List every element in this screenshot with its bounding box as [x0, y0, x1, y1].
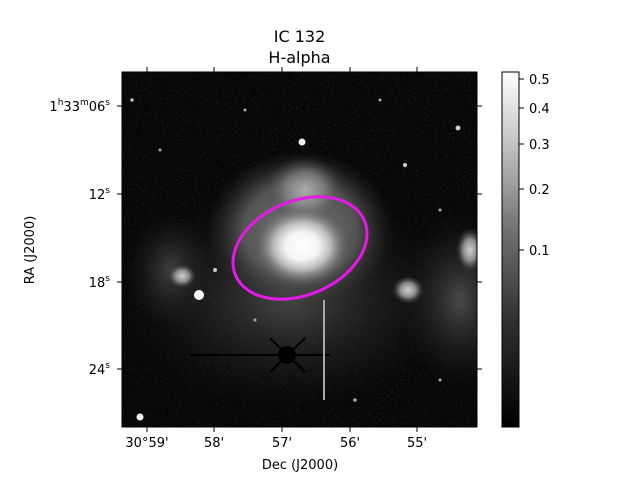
x-tick-label: 57': [272, 436, 292, 451]
colorbar-tick-label: 0.5: [529, 73, 550, 88]
y-tick-label: 1h33m06s: [49, 98, 110, 115]
image-title: IC 132: [273, 27, 326, 46]
x-tick-label: 55': [407, 436, 427, 451]
colorbar-tick-label: 0.1: [529, 244, 550, 259]
y-axis-label: RA (J2000): [23, 216, 38, 285]
colorbar: [501, 71, 524, 428]
y-axis: [117, 105, 482, 370]
x-axis: [146, 67, 418, 432]
y-tick-label: 12s: [89, 186, 111, 203]
x-tick-label: 30°59': [125, 436, 168, 451]
y-tick-label: 18s: [89, 274, 111, 291]
halpha-image: [122, 72, 477, 427]
region-ellipse: [231, 195, 369, 301]
colorbar-tick-label: 0.4: [529, 102, 550, 117]
image-subtitle: H-alpha: [268, 48, 331, 67]
y-tick-label: 24s: [89, 361, 111, 378]
x-tick-label: 56': [340, 436, 360, 451]
x-tick-label: 58': [204, 436, 224, 451]
colorbar-tick-label: 0.2: [529, 183, 550, 198]
x-axis-label: Dec (J2000): [262, 458, 338, 473]
colorbar-tick-label: 0.3: [529, 138, 550, 153]
